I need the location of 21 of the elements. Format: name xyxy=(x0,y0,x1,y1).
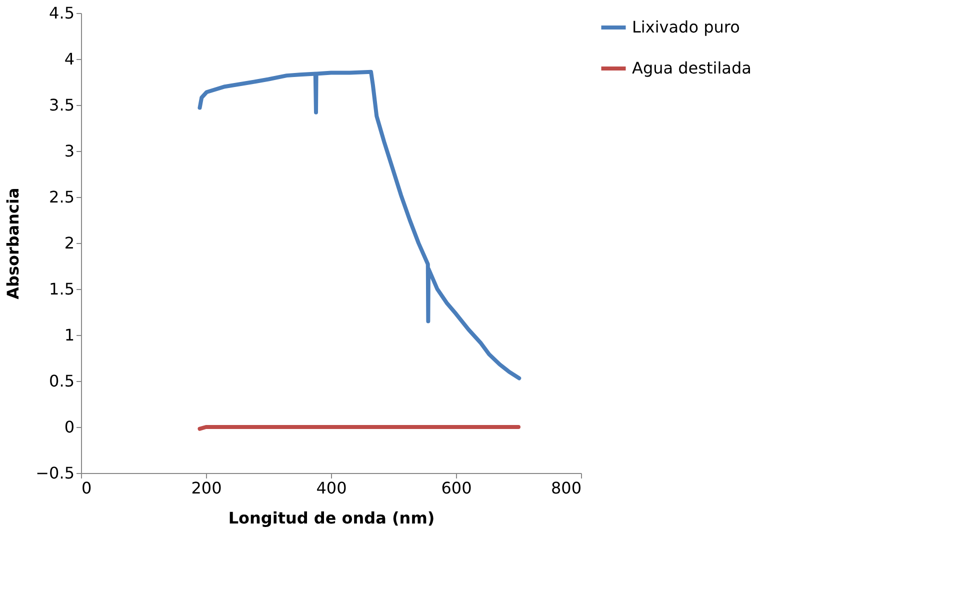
y-axis-title: Absorbancia xyxy=(4,188,23,300)
x-tick-label: 0 xyxy=(82,478,92,498)
y-tick-label: 0 xyxy=(64,418,74,436)
y-tick-label: 1.5 xyxy=(49,280,74,298)
y-tick-label: 3 xyxy=(64,142,74,160)
legend-label: Agua destilada xyxy=(632,58,752,78)
line-series xyxy=(198,70,522,380)
x-tick-label: 800 xyxy=(550,478,582,498)
y-tick-label: 4 xyxy=(64,50,74,68)
y-tick-label: 0.5 xyxy=(49,372,74,390)
y-tick-label: 2 xyxy=(64,234,74,252)
x-axis-title: Longitud de onda (nm) xyxy=(228,508,435,528)
y-tick-label: 2.5 xyxy=(49,188,74,206)
y-tick-label: 4.5 xyxy=(49,4,74,22)
y-tick-label: −0.5 xyxy=(36,464,74,482)
y-tick-label: 1 xyxy=(64,326,74,344)
x-tick-label: 400 xyxy=(316,478,347,498)
x-tick-label: 200 xyxy=(191,478,222,498)
legend-label: Lixivado puro xyxy=(632,18,740,36)
y-tick-label: 3.5 xyxy=(49,96,74,114)
x-tick-label: 600 xyxy=(441,478,472,498)
